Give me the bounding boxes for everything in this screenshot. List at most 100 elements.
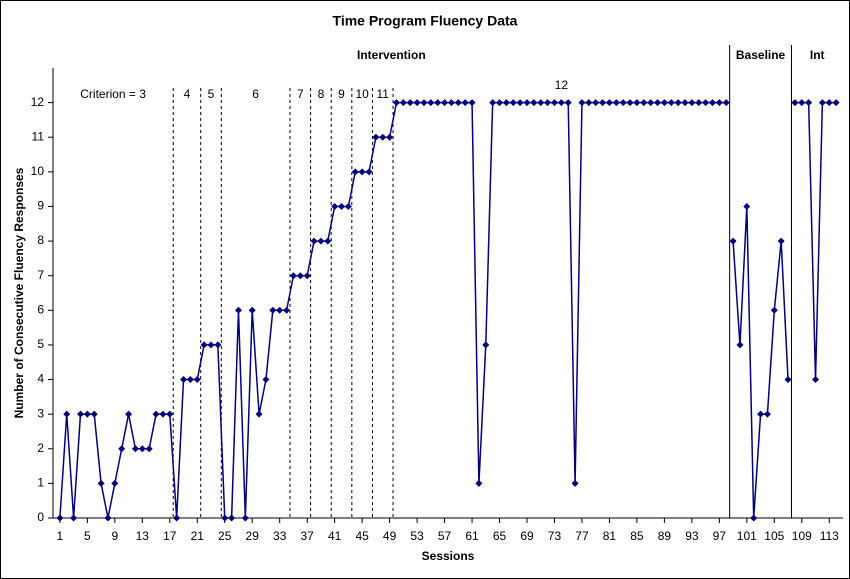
data-point (76, 410, 84, 418)
data-point (379, 133, 387, 141)
data-point (592, 99, 600, 107)
x-tick-label: 57 (438, 529, 452, 543)
x-tick-label: 81 (603, 529, 617, 543)
x-tick-label: 17 (163, 529, 177, 543)
data-point (180, 376, 188, 384)
data-point (743, 202, 751, 210)
data-point (496, 99, 504, 107)
x-tick-label: 61 (465, 529, 479, 543)
y-tick-label: 8 (37, 233, 44, 247)
data-point (585, 99, 593, 107)
data-point (715, 99, 723, 107)
x-tick-label: 97 (713, 529, 727, 543)
data-point (413, 99, 421, 107)
y-axis-label: Number of Consecutive Fluency Responses (12, 167, 26, 418)
data-point (70, 514, 78, 522)
data-point (228, 514, 236, 522)
x-tick-label: 73 (548, 529, 562, 543)
data-point (729, 237, 737, 245)
x-tick-label: 9 (111, 529, 118, 543)
data-point (97, 479, 105, 487)
data-point (193, 376, 201, 384)
data-point (475, 479, 483, 487)
data-line (794, 101, 837, 380)
y-tick-label: 9 (37, 199, 44, 213)
data-point (557, 99, 565, 107)
data-point (605, 99, 613, 107)
data-point (338, 202, 346, 210)
data-point (544, 99, 552, 107)
x-tick-label: 45 (355, 529, 369, 543)
y-tick-label: 0 (37, 510, 44, 524)
criterion-label: 5 (208, 87, 215, 101)
criterion-label: 7 (297, 87, 304, 101)
x-tick-label: 5 (84, 529, 91, 543)
x-tick-label: 29 (246, 529, 260, 543)
data-point (234, 306, 242, 314)
data-point (633, 99, 641, 107)
data-point (283, 306, 291, 314)
x-tick-label: 93 (685, 529, 699, 543)
x-tick-label: 21 (191, 529, 205, 543)
criterion-label: 12 (555, 78, 569, 92)
y-tick-label: 3 (37, 406, 44, 420)
x-tick-label: 69 (520, 529, 534, 543)
data-point (640, 99, 648, 107)
data-point (310, 237, 318, 245)
data-point (805, 99, 813, 107)
chart-title: Time Program Fluency Data (333, 13, 518, 29)
data-point (736, 341, 744, 349)
data-point (331, 202, 339, 210)
data-point (296, 272, 304, 280)
x-tick-label: 105 (764, 529, 784, 543)
data-point (351, 168, 359, 176)
data-point (63, 410, 71, 418)
data-point (612, 99, 620, 107)
data-point (509, 99, 517, 107)
data-point (392, 99, 400, 107)
data-point (104, 514, 112, 522)
data-point (770, 306, 778, 314)
criterion-label: 11 (377, 87, 390, 101)
y-tick-label: 10 (31, 164, 45, 178)
data-point (722, 99, 730, 107)
data-point (145, 445, 153, 453)
criterion-label: 8 (318, 87, 325, 101)
x-tick-label: 25 (218, 529, 232, 543)
data-point (90, 410, 98, 418)
data-line (732, 206, 789, 519)
criterion-label: Criterion = 3 (80, 87, 146, 101)
x-axis-label: Sessions (422, 549, 475, 563)
phase-label: Intervention (357, 48, 426, 62)
data-point (530, 99, 538, 107)
data-point (832, 99, 840, 107)
data-point (502, 99, 510, 107)
data-point (406, 99, 414, 107)
data-point (344, 202, 352, 210)
data-point (763, 410, 771, 418)
data-point (818, 99, 826, 107)
data-point (447, 99, 455, 107)
data-point (358, 168, 366, 176)
data-point (255, 410, 263, 418)
data-point (757, 410, 765, 418)
data-point (131, 445, 139, 453)
x-tick-label: 49 (383, 529, 397, 543)
data-point (83, 410, 91, 418)
y-tick-label: 1 (37, 476, 44, 490)
x-tick-label: 77 (575, 529, 589, 543)
y-tick-label: 6 (37, 302, 44, 316)
data-point (454, 99, 462, 107)
data-point (138, 445, 146, 453)
data-point (702, 99, 710, 107)
data-point (159, 410, 167, 418)
x-tick-label: 85 (630, 529, 644, 543)
data-point (482, 341, 490, 349)
data-point (221, 514, 229, 522)
data-point (56, 514, 64, 522)
data-point (516, 99, 524, 107)
data-point (599, 99, 607, 107)
data-point (152, 410, 160, 418)
data-point (825, 99, 833, 107)
